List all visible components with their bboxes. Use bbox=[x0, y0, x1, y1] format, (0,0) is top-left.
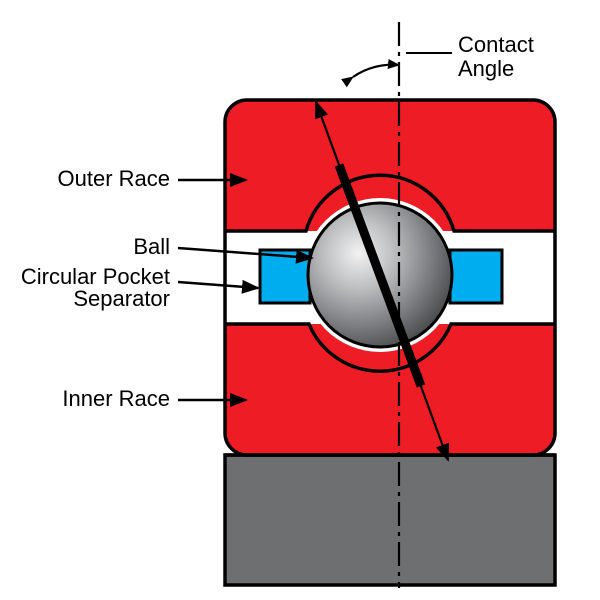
label-inner-race: Inner Race bbox=[62, 386, 246, 411]
angle-arc bbox=[353, 65, 399, 77]
inner-race-text: Inner Race bbox=[62, 386, 170, 411]
separator-right bbox=[450, 250, 502, 303]
contact-angle-text-1: ContactAngle bbox=[458, 32, 534, 81]
label-outer-race: Outer Race bbox=[58, 166, 247, 191]
separator-text-2: Separator bbox=[73, 286, 170, 311]
label-separator: Circular Pocket Separator bbox=[21, 264, 258, 311]
label-contact-angle: ContactAngle bbox=[406, 32, 534, 81]
shaft-block bbox=[225, 455, 555, 585]
ball-text: Ball bbox=[133, 234, 170, 259]
outer-race-text: Outer Race bbox=[58, 166, 171, 191]
